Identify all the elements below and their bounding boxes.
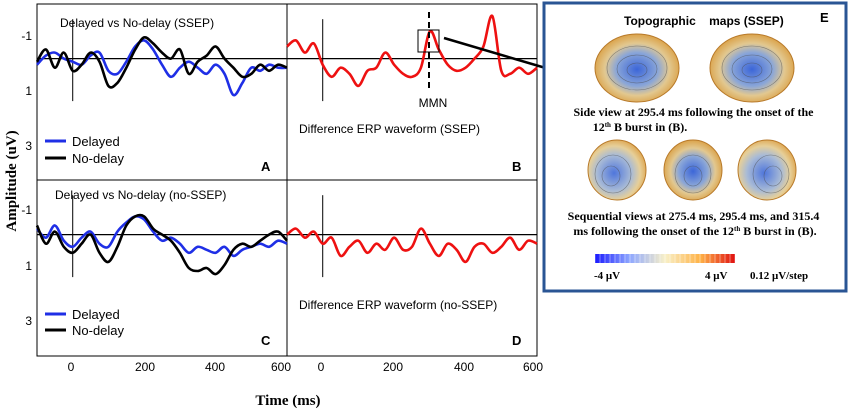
series-line-difference-d (286, 227, 538, 264)
series-layer (35, 14, 538, 276)
mmn-box (417, 29, 440, 53)
axes-frame (36, 3, 538, 357)
topomap-seq-2 (663, 139, 723, 201)
panel-e-title: Topographic maps (SSEP) (624, 14, 784, 28)
series-line-delayed-c (36, 214, 288, 258)
panel-d-title: Difference ERP waveform (no-SSEP) (299, 298, 497, 312)
x-tick-label: 0 (68, 360, 75, 374)
x-tick-label: 600 (271, 360, 291, 374)
y-tick-label: -1 (21, 29, 32, 43)
topomap-seq-3 (737, 139, 797, 201)
panel-e: E Topographic maps (SSEP) Side view at 2… (542, 1, 848, 293)
x-tick-label: 600 (523, 360, 543, 374)
topomap-side-right (709, 33, 795, 103)
mmn-label: MMN (419, 96, 448, 110)
color-scale-ticks (594, 254, 736, 263)
topomap-side-left (594, 33, 680, 103)
panel-e-caption-2: Sequential views at 275.4 ms, 295.4 ms, … (568, 209, 823, 238)
y-ticks-top: -1 1 3 (21, 29, 32, 153)
panel-letter-b: B (512, 159, 521, 174)
panel-letter-a: A (261, 159, 271, 174)
series-line-difference-b (286, 14, 538, 88)
y-tick-label: -1 (21, 203, 32, 217)
x-tick-label: 400 (454, 360, 474, 374)
panel-c-title: Delayed vs No-delay (no-SSEP) (55, 188, 226, 202)
x-tick-label: 0 (318, 360, 325, 374)
x-axis-title: Time (ms) (255, 393, 320, 409)
legend-label-no-delay: No-delay (72, 151, 125, 166)
y-tick-label: 3 (25, 314, 32, 328)
y-tick-label: 3 (25, 139, 32, 153)
panel-b-title: Difference ERP waveform (SSEP) (299, 122, 480, 136)
panel-letter-d: D (512, 333, 521, 348)
panel-e-letter: E (820, 10, 829, 25)
panel-e-caption-1: Side view at 295.4 ms following the onse… (574, 105, 817, 134)
legend-c: Delayed No-delay (45, 307, 125, 338)
scale-max-label: 4 μV (705, 270, 727, 282)
x-ticks-left: 0 200 400 600 (68, 360, 292, 374)
mmn-marker: MMN (417, 12, 448, 110)
series-line-no-delay-a (35, 35, 288, 89)
topomap-seq-1 (587, 139, 647, 201)
panel-letter-c: C (261, 333, 271, 348)
legend-a: Delayed No-delay (45, 134, 125, 166)
series-line-no-delay-c (35, 213, 288, 276)
legend-label-delayed: Delayed (72, 134, 120, 149)
legend-label-delayed: Delayed (72, 307, 120, 322)
legend-label-no-delay: No-delay (72, 323, 125, 338)
scale-step-label: 0.12 μV/step (750, 270, 808, 282)
x-tick-label: 400 (205, 360, 225, 374)
y-axis-title: Amplitude (uV) (4, 130, 20, 231)
y-ticks-bottom: -1 1 3 (21, 203, 32, 328)
y-tick-label: 1 (25, 259, 32, 273)
x-tick-label: 200 (135, 360, 155, 374)
x-ticks-right: 0 200 400 600 (318, 360, 544, 374)
panel-a-title: Delayed vs No-delay (SSEP) (60, 16, 214, 30)
scale-min-label: -4 μV (594, 270, 620, 282)
series-line-delayed-a (36, 39, 288, 97)
y-tick-label: 1 (25, 84, 32, 98)
x-tick-label: 200 (383, 360, 403, 374)
reference-lines (37, 19, 537, 278)
